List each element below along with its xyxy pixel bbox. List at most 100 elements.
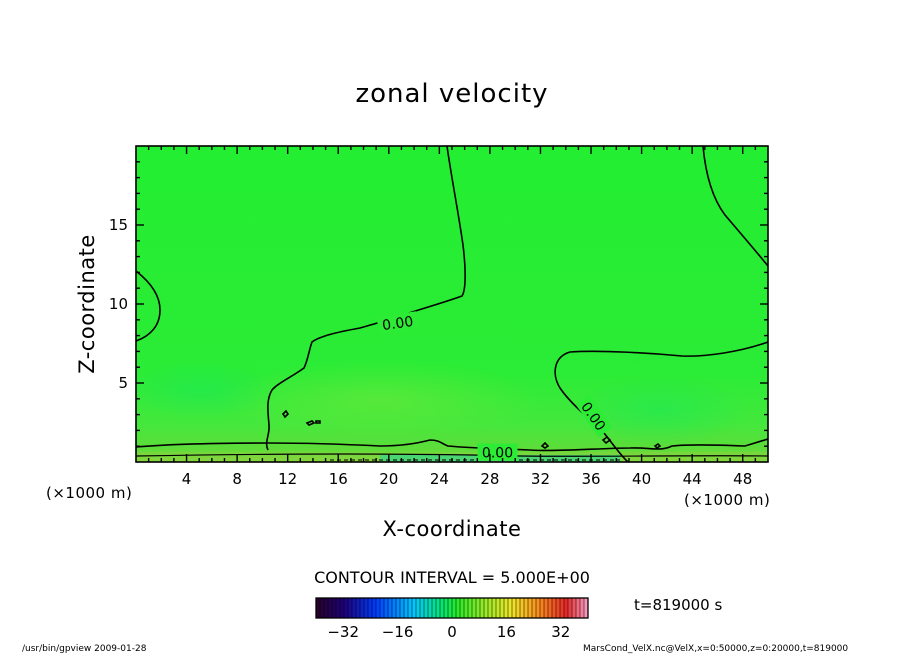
colorbar-cell xyxy=(448,598,453,618)
colorbar-cell xyxy=(512,598,517,618)
x-unit-left: (×1000 m) xyxy=(46,484,132,502)
x-unit-right: (×1000 m) xyxy=(684,491,770,509)
y-tick-label: 5 xyxy=(118,374,128,392)
y-tick-label: 10 xyxy=(109,295,128,313)
colorbar-cell xyxy=(576,598,581,618)
colorbar-cell xyxy=(384,598,389,618)
contour-label-text: 0.00 xyxy=(381,314,414,334)
colorbar-cell xyxy=(444,598,449,618)
colorbar-cell xyxy=(568,598,573,618)
colorbar-cell xyxy=(324,598,329,618)
contour-zero-upper-right xyxy=(702,146,768,267)
colorbar-cell xyxy=(552,598,557,618)
colorbar-cell xyxy=(488,598,493,618)
contour-zero-main xyxy=(265,146,466,451)
colorbar-cell xyxy=(540,598,545,618)
colorbar-cell xyxy=(480,598,485,618)
x-axis: 4 8 12 16 20 24 28 32 36 40 44 48 xyxy=(147,146,757,488)
colorbar-cell xyxy=(460,598,465,618)
colorbar-cell xyxy=(556,598,561,618)
x-tick-label: 16 xyxy=(329,470,348,488)
colorbar-cell xyxy=(468,598,473,618)
field-shade-warm xyxy=(220,360,540,440)
contour-small-c xyxy=(315,420,321,424)
contour-label-bg xyxy=(376,311,419,334)
contour-small-b xyxy=(305,420,316,426)
contour-label: 0.00 xyxy=(376,311,419,334)
colorbar-cell xyxy=(400,598,405,618)
colorbar-cell xyxy=(492,598,497,618)
contour-label-bg xyxy=(575,394,613,438)
contour-small-a xyxy=(281,409,290,419)
colorbar-cell xyxy=(380,598,385,618)
x-tick-label: 28 xyxy=(480,470,499,488)
contour-label: 0.00 xyxy=(477,443,518,462)
colorbar-cell xyxy=(456,598,461,618)
time-label: t=819000 s xyxy=(634,596,722,614)
colorbar-cell xyxy=(432,598,437,618)
colorbar-ticks: −32 −16 0 16 32 xyxy=(327,623,570,641)
colorbar-cell xyxy=(532,598,537,618)
y-axis-label: Z-coordinate xyxy=(75,234,99,374)
x-tick-label: 40 xyxy=(632,470,651,488)
contour-small-d xyxy=(540,441,550,449)
colorbar-cell xyxy=(356,598,361,618)
x-tick-label: 12 xyxy=(278,470,297,488)
colorbar-cell xyxy=(428,598,433,618)
colorbar-cell xyxy=(496,598,501,618)
colorbar-cell xyxy=(476,598,481,618)
colorbar-cell xyxy=(348,598,353,618)
colorbar-cell xyxy=(424,598,429,618)
x-tick-label: 44 xyxy=(683,470,702,488)
field-shade-cool xyxy=(570,375,750,445)
colorbar-cell xyxy=(544,598,549,618)
chart-title: zonal velocity xyxy=(355,79,548,109)
colorbar-tick-label: 0 xyxy=(447,623,457,641)
contour-zero-left-lobe xyxy=(136,270,161,342)
colorbar-cell xyxy=(472,598,477,618)
colorbar-cell xyxy=(420,598,425,618)
colorbar-cell xyxy=(404,598,409,618)
x-tick-label: 20 xyxy=(379,470,398,488)
footer-left: /usr/bin/gpview 2009-01-28 xyxy=(22,644,147,654)
colorbar-cell xyxy=(484,598,489,618)
y-tick-label: 15 xyxy=(109,216,128,234)
contour-zero-surface xyxy=(136,438,768,452)
colorbar-cell xyxy=(320,598,325,618)
colorbar-cell xyxy=(392,598,397,618)
x-axis-label: X-coordinate xyxy=(383,517,522,541)
footer-right: MarsCond_VelX.nc@VelX,x=0:50000,z=0:2000… xyxy=(583,644,848,654)
colorbar-cell xyxy=(516,598,521,618)
colorbar-cell xyxy=(408,598,413,618)
y-axis: 5 10 15 xyxy=(109,161,768,447)
contour-interval: CONTOUR INTERVAL = 5.000E+00 xyxy=(314,568,590,587)
colorbar-cell xyxy=(352,598,357,618)
colorbar-cell xyxy=(376,598,381,618)
colorbar-cell xyxy=(332,598,337,618)
colorbar-cell xyxy=(500,598,505,618)
colorbar-cell xyxy=(412,598,417,618)
x-tick-label: 36 xyxy=(581,470,600,488)
contour-label-bg xyxy=(477,443,518,461)
colorbar-cell xyxy=(584,598,589,618)
colorbar-tick-label: 16 xyxy=(497,623,516,641)
colorbar-cell xyxy=(388,598,393,618)
colorbar-frame xyxy=(315,597,589,619)
x-tick-label: 4 xyxy=(182,470,192,488)
colorbar-cell xyxy=(368,598,373,618)
colorbar-cell xyxy=(508,598,513,618)
contour-small-e xyxy=(601,435,612,445)
colorbar-cell xyxy=(340,598,345,618)
x-tick-label: 24 xyxy=(430,470,449,488)
x-tick-label: 32 xyxy=(531,470,550,488)
colorbar-cell xyxy=(396,598,401,618)
colorbar-cell xyxy=(564,598,569,618)
colorbar-cell xyxy=(436,598,441,618)
colorbar-cell xyxy=(560,598,565,618)
contour-label-text: 0.00 xyxy=(482,446,513,462)
colorbar-cell xyxy=(580,598,585,618)
plot-area: 0.000.000.00 xyxy=(136,146,768,462)
colorbar-cell xyxy=(364,598,369,618)
field-shade-cool-2 xyxy=(136,360,280,420)
colorbar-cell xyxy=(520,598,525,618)
